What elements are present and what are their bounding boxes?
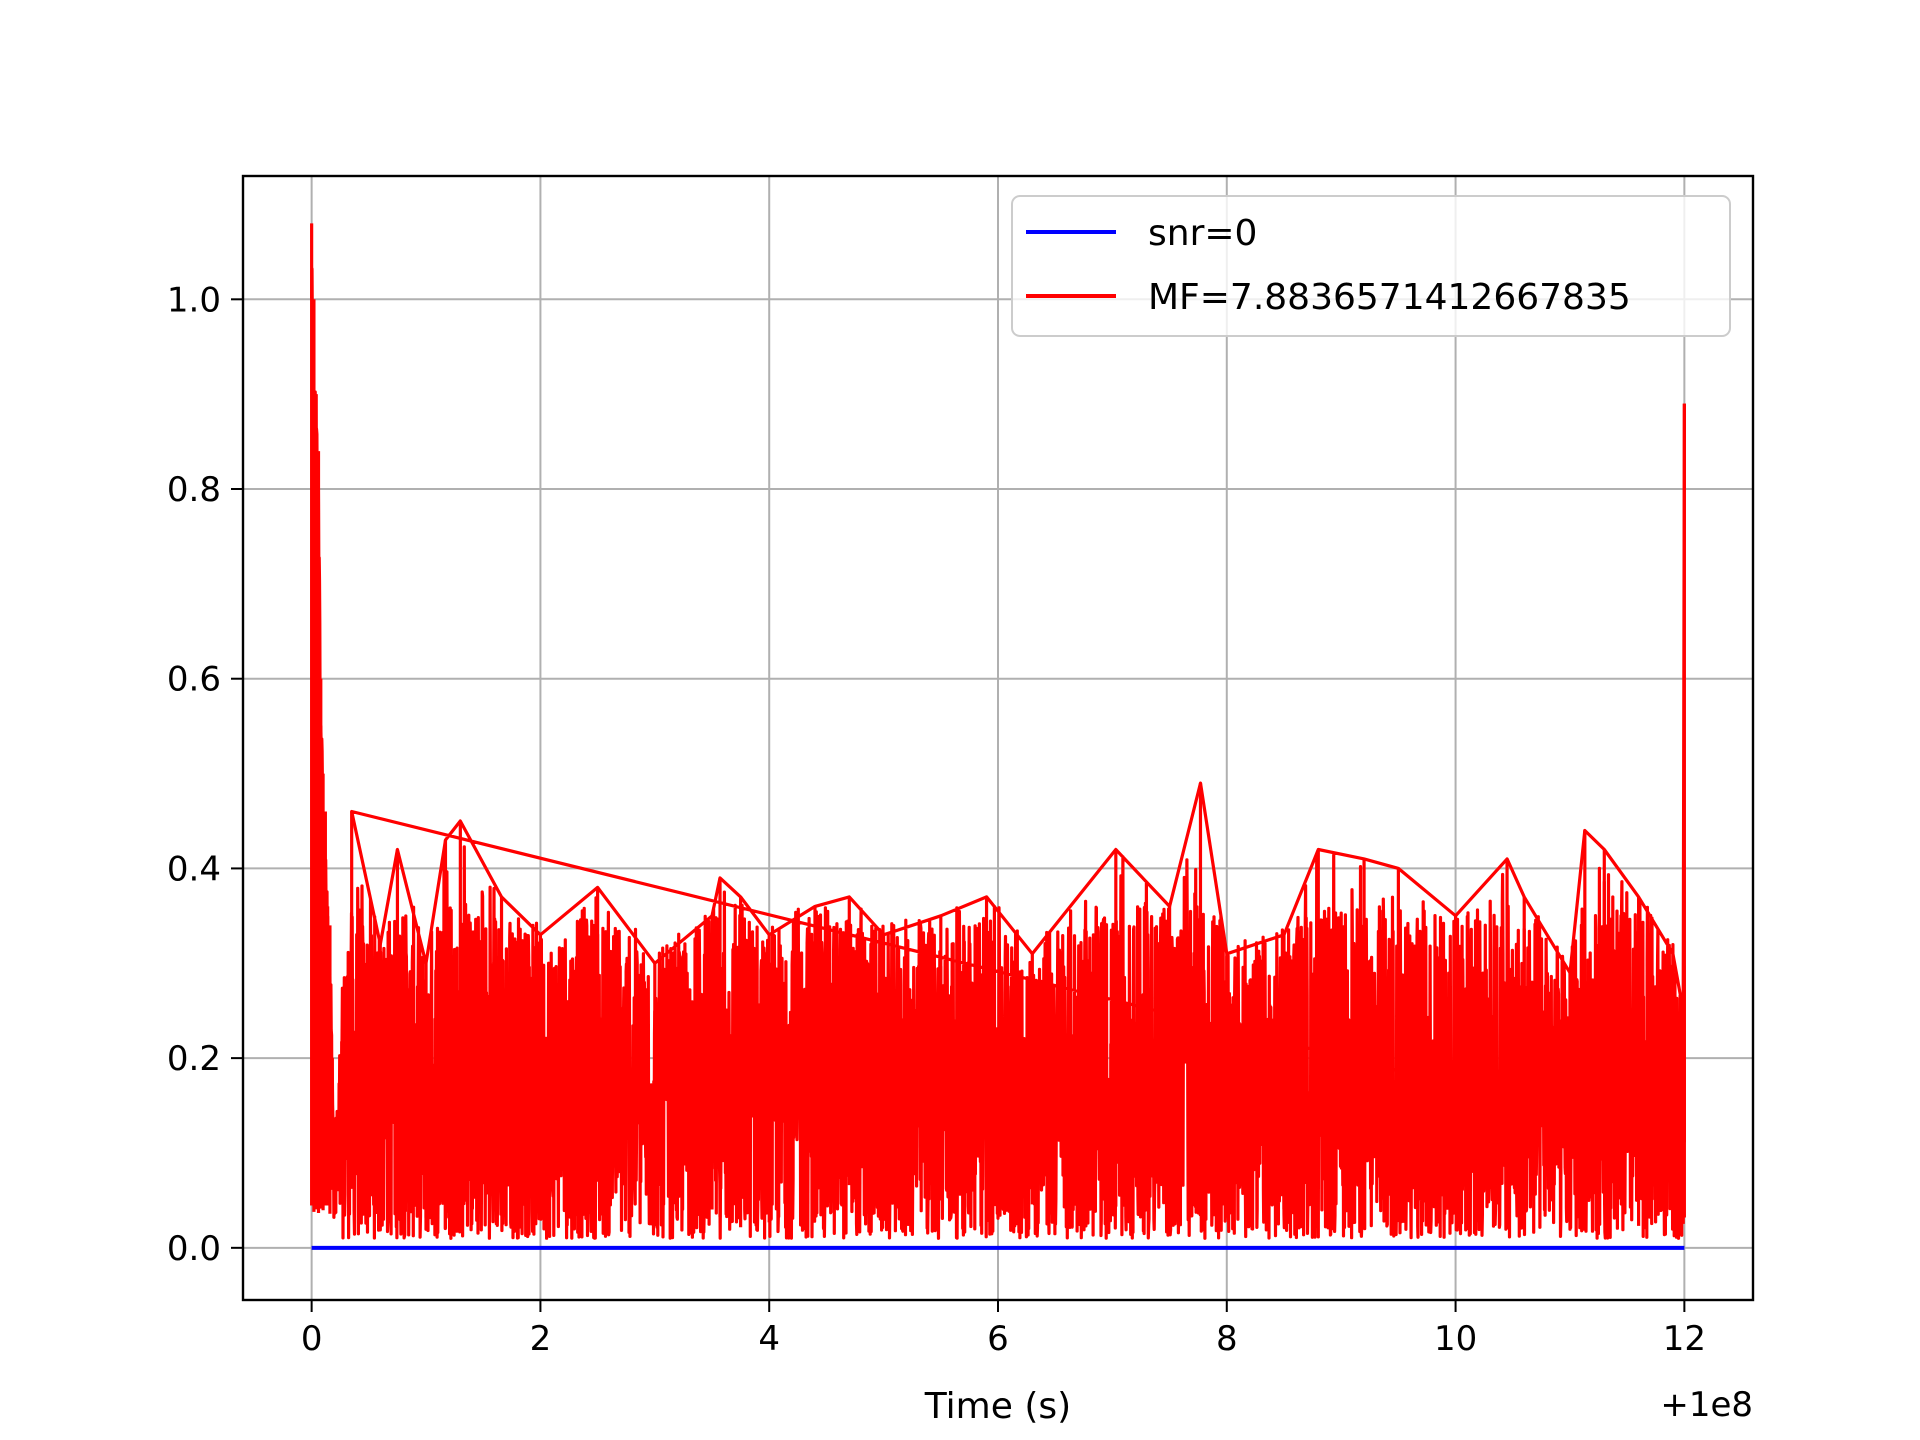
- legend-label: snr=0: [1148, 213, 1257, 254]
- y-axis-ticks: 0.0 0.2 0.4 0.6 0.8 1.0: [167, 280, 243, 1269]
- legend-box: [1011, 195, 1731, 337]
- x-axis-label: Time (s): [924, 1386, 1071, 1427]
- x-tick-label: 4: [758, 1319, 780, 1359]
- x-tick-label: 0: [301, 1319, 323, 1359]
- y-tick-label: 1.0: [167, 280, 221, 320]
- y-tick-label: 0.2: [167, 1039, 221, 1079]
- x-tick-label: 6: [987, 1319, 1009, 1359]
- series-mf-line: [310, 267, 1687, 1240]
- y-tick-label: 0.6: [167, 660, 221, 700]
- plot-area: [310, 223, 1687, 1250]
- y-tick-label: 0.0: [167, 1229, 221, 1269]
- legend: snr=0 MF=7.8836571412667835: [1011, 195, 1731, 337]
- x-tick-label: 12: [1663, 1319, 1706, 1359]
- x-tick-label: 10: [1434, 1319, 1477, 1359]
- x-tick-label: 8: [1216, 1319, 1238, 1359]
- x-axis-offset-text: +1e8: [1660, 1385, 1753, 1425]
- y-tick-label: 0.4: [167, 849, 221, 889]
- x-axis-ticks: 0 2 4 6 8 10 12: [301, 1300, 1706, 1359]
- x-tick-label: 2: [530, 1319, 552, 1359]
- y-tick-label: 0.8: [167, 470, 221, 510]
- legend-label: MF=7.8836571412667835: [1148, 277, 1631, 318]
